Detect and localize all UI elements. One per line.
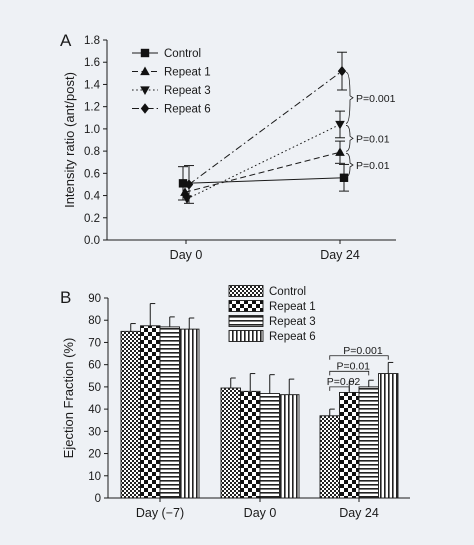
legend-marker [140, 66, 150, 76]
bar [240, 390, 261, 499]
bar [319, 415, 340, 499]
y-tick-label: 20 [88, 449, 101, 461]
x-tick-label: Day (−7) [136, 506, 184, 520]
y-tick-label: 1.8 [84, 35, 100, 47]
bar [120, 330, 141, 499]
y-tick-label: 1.0 [84, 124, 100, 136]
legend-marker [140, 86, 150, 95]
significance-bracket [345, 71, 354, 124]
data-point [178, 179, 188, 188]
p-value-label: P=0.01 [356, 160, 390, 172]
y-tick-label: 50 [88, 382, 101, 394]
x-tick-label: Day 24 [339, 506, 379, 520]
p-value-label: P=0.01 [356, 133, 390, 145]
legend-swatch [228, 330, 264, 342]
bar [220, 387, 241, 499]
x-tick-label: Day 0 [170, 248, 203, 262]
data-point [184, 179, 194, 190]
legend-label: Repeat 6 [164, 104, 211, 116]
legend-label: Repeat 3 [269, 316, 316, 328]
y-tick-label: 90 [88, 293, 101, 305]
bar [159, 326, 180, 499]
y-tick-label: 0.4 [84, 191, 101, 203]
series-line [184, 151, 341, 193]
y-tick-label: 0.2 [84, 213, 100, 225]
y-tick-label: 0.0 [84, 235, 100, 247]
data-point [180, 187, 190, 196]
bar [378, 373, 399, 499]
y-tick-label: 40 [88, 404, 101, 416]
bar [358, 386, 379, 499]
bar [179, 328, 200, 499]
legend-marker [140, 48, 150, 58]
p-value-label: P=0.01 [336, 360, 370, 372]
y-tick-label: 0.6 [84, 168, 100, 180]
y-tick-label: 70 [88, 337, 101, 349]
series-line [182, 177, 345, 184]
legend-label: Repeat 1 [164, 67, 211, 79]
legend-swatch [228, 300, 264, 312]
significance-bracket [329, 386, 350, 391]
significance-bracket [329, 370, 370, 376]
panel-label: B [60, 288, 71, 307]
bar [259, 393, 280, 499]
p-value-label: P=0.001 [343, 345, 383, 357]
legend-marker [140, 103, 150, 114]
p-value-label: P=0.001 [356, 93, 396, 105]
y-tick-label: 30 [88, 426, 101, 438]
panel-a: A 0.0 0.2 0.4 0.6 0.8 1.0 1.2 1.4 1.6 1.8 Day 0 Day … [60, 31, 396, 262]
legend-label: Control [164, 48, 201, 60]
legend-label: Repeat 1 [269, 301, 316, 313]
bar [140, 325, 161, 499]
y-tick-label: 60 [88, 360, 101, 372]
legend-label: Repeat 3 [164, 85, 211, 97]
data-point [339, 173, 349, 182]
y-axis-label: Intensity ratio (ant/post) [62, 72, 77, 208]
data-point [337, 65, 347, 77]
y-tick-label: 10 [88, 471, 101, 483]
y-tick-label: 1.6 [84, 57, 100, 69]
significance-bracket [329, 355, 389, 360]
bar [339, 391, 360, 499]
significance-bracket [345, 125, 354, 152]
y-tick-label: 1.2 [84, 102, 100, 114]
legend-swatch [228, 315, 264, 327]
significance-bracket [345, 152, 354, 178]
series-line [188, 70, 343, 185]
x-tick-label: Day 24 [320, 248, 360, 262]
legend-label: Repeat 6 [269, 331, 316, 343]
x-tick-label: Day 0 [244, 506, 277, 520]
data-point [335, 147, 345, 156]
panel-b: B 0 10 20 30 40 50 60 70 80 90 Ejection Fraction (%… [60, 285, 410, 520]
legend-swatch [228, 285, 264, 297]
legend-label: Control [269, 286, 306, 298]
panel-label: A [60, 31, 72, 50]
y-axis-label: Ejection Fraction (%) [61, 338, 76, 459]
y-tick-label: 0.8 [84, 146, 100, 158]
y-tick-label: 80 [88, 315, 101, 327]
bar [279, 394, 300, 499]
p-value-label: P=0.02 [327, 376, 361, 388]
y-tick-label: 0 [95, 493, 101, 505]
series-line [186, 123, 341, 200]
data-point [335, 120, 345, 130]
y-tick-label: 1.4 [84, 79, 101, 91]
